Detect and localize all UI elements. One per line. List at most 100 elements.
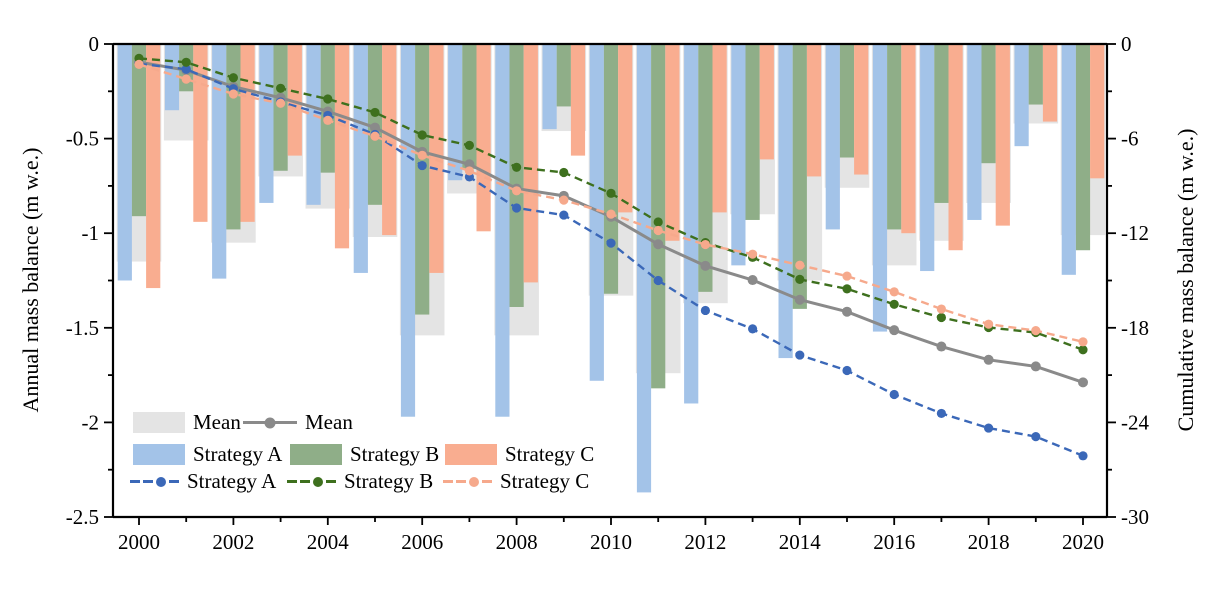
x-tick-label: 2018 [968, 530, 1010, 554]
marker-mean [464, 159, 475, 170]
marker-strategy-b [795, 274, 805, 284]
x-tick-label: 2008 [496, 530, 538, 554]
marker-strategy-b [606, 188, 616, 198]
bar-strategy-c [995, 44, 1010, 226]
marker-strategy-b [323, 94, 333, 104]
marker-strategy-c [276, 98, 286, 108]
bar-strategy-c [948, 44, 963, 251]
bar-group-2010 [588, 44, 634, 381]
marker-strategy-a [748, 324, 758, 334]
bar-strategy-a [731, 44, 746, 266]
left-tick-label: -1 [82, 221, 100, 245]
marker-strategy-a [700, 305, 711, 316]
bar-strategy-a [920, 44, 935, 272]
marker-strategy-b [511, 162, 522, 172]
marker-strategy-a [984, 423, 994, 433]
bar-strategy-a [1014, 44, 1029, 147]
bar-strategy-c [429, 44, 444, 273]
marker-strategy-c [417, 150, 427, 160]
x-tick-label: 2004 [307, 530, 350, 554]
bar-strategy-c [334, 44, 350, 249]
bar-strategy-b [131, 44, 147, 217]
marker-strategy-b [417, 130, 427, 140]
bar-strategy-b [792, 44, 807, 309]
bar-strategy-a [448, 44, 463, 181]
axes: 0 0 -0.5 -6 -1 -12 -1.5 -18 -2 -24 -2.5 -30 2000 2002… [66, 32, 1150, 554]
annual-bars [116, 44, 1106, 493]
marker-strategy-a [1078, 451, 1088, 461]
bar-strategy-b [226, 44, 241, 230]
marker-strategy-a [511, 203, 522, 213]
marker-strategy-c [1031, 326, 1041, 336]
bar-group-2015 [824, 44, 870, 230]
marker-mean [653, 239, 664, 250]
marker-strategy-a [936, 408, 947, 419]
marker-strategy-a [653, 275, 663, 286]
bar-strategy-a [778, 44, 793, 359]
marker-strategy-a [889, 389, 899, 400]
marker-strategy-b [559, 167, 569, 178]
bar-strategy-a [542, 44, 557, 130]
marker-strategy-b [228, 73, 238, 83]
marker-strategy-c [606, 209, 616, 219]
x-tick-label: 2002 [212, 530, 254, 554]
marker-mean [936, 341, 947, 352]
bar-strategy-a [306, 44, 321, 205]
bar-strategy-b [415, 44, 430, 315]
marker-strategy-b [889, 299, 899, 309]
right-tick-label: -18 [1121, 316, 1149, 340]
marker-mean [889, 325, 900, 336]
bar-group-2019 [1013, 44, 1059, 147]
x-tick-label: 2010 [590, 530, 632, 554]
bar-strategy-a [872, 44, 888, 332]
bar-strategy-c [1042, 44, 1058, 122]
left-tick-label: -2.5 [66, 505, 99, 529]
marker-strategy-c [889, 287, 899, 297]
marker-strategy-c [228, 89, 238, 99]
marker-strategy-c [984, 319, 994, 329]
bar-group-2012 [683, 44, 728, 404]
bar-strategy-a [495, 44, 510, 417]
bar-group-2017 [919, 44, 964, 272]
bar-group-2006 [399, 44, 445, 417]
marker-strategy-c [748, 249, 758, 259]
marker-strategy-c [1078, 337, 1088, 347]
bar-strategy-a [353, 44, 368, 273]
x-tick-label: 2016 [873, 530, 915, 554]
x-tick-label: 2000 [118, 530, 160, 554]
marker-strategy-c [936, 304, 947, 314]
marker-strategy-b [653, 217, 663, 227]
left-axis-title: Annual mass balance (m w.e.) [18, 147, 43, 413]
left-tick-label: -2 [82, 410, 100, 434]
marker-mean [747, 275, 758, 286]
bar-strategy-a [117, 44, 132, 281]
bar-strategy-a [825, 44, 840, 230]
bar-strategy-c [287, 44, 302, 156]
marker-strategy-b [1078, 345, 1088, 355]
bar-strategy-b [887, 44, 902, 230]
cumulative-lines [134, 53, 1088, 461]
marker-strategy-c [511, 186, 522, 196]
bar-strategy-c [382, 44, 397, 236]
bar-strategy-c [618, 44, 633, 213]
marker-strategy-c [370, 131, 380, 141]
bar-strategy-c [806, 44, 822, 177]
bar-strategy-a [1061, 44, 1076, 275]
right-tick-label: 0 [1121, 32, 1132, 56]
marker-strategy-a [1031, 431, 1041, 442]
marker-strategy-a [559, 210, 569, 220]
bar-strategy-c [1090, 44, 1105, 179]
bar-strategy-c [240, 44, 255, 222]
bar-strategy-c [665, 44, 680, 241]
marker-mean [370, 122, 380, 133]
marker-strategy-a [417, 160, 427, 171]
x-tick-label: 2006 [401, 530, 443, 554]
bar-strategy-c [570, 44, 586, 156]
marker-strategy-c [134, 59, 144, 69]
marker-strategy-b [936, 312, 947, 323]
marker-strategy-c [700, 239, 711, 250]
bar-group-2004 [305, 44, 351, 249]
bar-strategy-b [603, 44, 619, 294]
bar-group-2005 [352, 44, 398, 273]
